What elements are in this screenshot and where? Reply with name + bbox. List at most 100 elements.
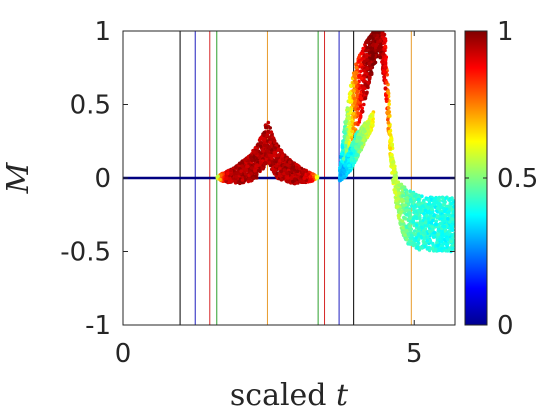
data-point <box>279 178 284 182</box>
data-point <box>348 83 353 88</box>
data-point <box>301 179 306 184</box>
data-point <box>413 232 418 237</box>
data-point <box>386 117 390 122</box>
data-point <box>365 124 370 129</box>
data-point <box>422 198 426 203</box>
data-point <box>348 98 352 103</box>
data-point <box>436 248 441 253</box>
data-point <box>293 177 297 181</box>
data-point <box>358 115 363 120</box>
data-point <box>380 59 385 64</box>
data-point <box>311 172 315 176</box>
data-point <box>434 247 438 252</box>
data-point <box>262 162 267 167</box>
data-point <box>405 196 409 200</box>
y-tick-label: -1 <box>85 311 111 341</box>
data-point <box>386 120 391 125</box>
data-point <box>402 203 406 207</box>
data-point <box>447 198 452 203</box>
data-point <box>447 204 452 209</box>
data-point <box>397 191 401 196</box>
data-point <box>436 232 441 236</box>
data-point <box>233 165 238 169</box>
data-point <box>370 51 375 56</box>
data-point <box>264 125 269 130</box>
data-point <box>288 160 292 164</box>
data-point <box>426 217 431 221</box>
data-point <box>391 162 395 167</box>
data-point <box>426 197 431 202</box>
data-point <box>438 221 443 226</box>
data-point <box>229 172 234 176</box>
data-point <box>314 175 319 180</box>
data-point <box>451 220 455 224</box>
data-point <box>359 96 364 101</box>
data-point <box>362 102 366 107</box>
data-point <box>361 46 366 51</box>
data-point <box>243 157 248 161</box>
data-point <box>264 157 269 162</box>
data-point <box>262 130 267 135</box>
data-point <box>373 60 378 65</box>
data-point <box>380 32 385 36</box>
data-point <box>268 153 272 158</box>
data-point <box>267 161 272 165</box>
data-point <box>274 164 279 168</box>
data-point <box>387 113 392 118</box>
data-point <box>437 202 442 206</box>
data-point <box>250 158 254 162</box>
data-point <box>386 111 391 115</box>
data-point <box>445 237 450 242</box>
data-point <box>245 164 250 169</box>
data-point <box>418 207 423 211</box>
data-point <box>268 140 272 145</box>
data-point <box>243 172 248 176</box>
data-point <box>360 106 365 110</box>
data-point <box>423 208 428 213</box>
data-point <box>366 129 371 133</box>
data-point <box>378 44 383 49</box>
data-point <box>266 120 271 125</box>
data-point <box>342 134 347 139</box>
data-point <box>359 141 364 146</box>
data-point <box>396 213 401 218</box>
data-point <box>401 199 406 203</box>
data-point <box>397 207 402 211</box>
data-point <box>430 246 435 250</box>
data-point <box>365 46 370 50</box>
data-point <box>308 178 313 183</box>
data-point <box>259 161 263 165</box>
data-point <box>404 213 409 217</box>
data-point <box>343 144 348 148</box>
data-point <box>342 168 347 173</box>
data-point <box>413 205 418 209</box>
data-point <box>375 33 380 37</box>
data-point <box>372 31 377 35</box>
data-point <box>306 172 311 176</box>
data-point <box>259 141 264 145</box>
data-point <box>389 157 393 162</box>
data-point <box>236 169 240 174</box>
data-point <box>285 171 290 176</box>
data-point <box>394 198 398 203</box>
y-axis-label: M <box>1 161 36 194</box>
data-point <box>388 132 393 137</box>
data-point <box>273 146 278 150</box>
data-point <box>417 237 421 241</box>
data-point <box>408 224 412 229</box>
colorbar-tick-label: 0 <box>497 311 514 341</box>
data-point <box>361 86 366 90</box>
data-point <box>427 202 432 206</box>
data-point <box>442 224 447 229</box>
data-point <box>411 191 416 196</box>
data-point <box>407 239 412 244</box>
data-point <box>276 153 280 158</box>
data-points <box>123 31 455 254</box>
data-point <box>392 174 397 178</box>
data-point <box>389 139 393 143</box>
data-point <box>432 198 436 203</box>
data-point <box>452 210 455 214</box>
data-point <box>432 230 437 235</box>
data-point <box>257 155 262 160</box>
data-point <box>387 102 392 106</box>
